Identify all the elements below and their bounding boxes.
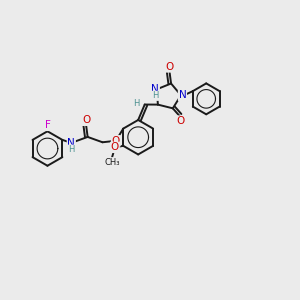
Text: H: H (68, 145, 74, 154)
Text: H: H (152, 91, 158, 100)
Text: N: N (68, 138, 75, 148)
Text: H: H (133, 99, 140, 108)
Text: N: N (178, 90, 186, 100)
Text: O: O (82, 115, 90, 125)
Text: F: F (44, 120, 50, 130)
Text: CH₃: CH₃ (104, 158, 120, 167)
Text: O: O (166, 62, 174, 72)
Text: O: O (111, 142, 119, 152)
Text: O: O (177, 116, 185, 126)
Text: N: N (152, 84, 159, 94)
Text: O: O (112, 136, 120, 146)
